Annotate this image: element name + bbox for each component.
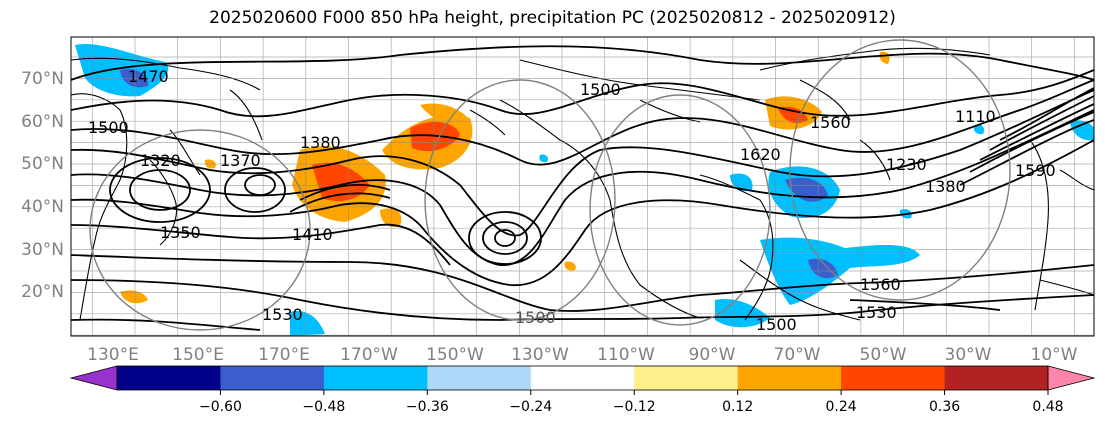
lon-label: 130°E: [87, 345, 139, 365]
colorbar-tick-label: −0.12: [613, 399, 656, 415]
contour-labels: 1470 1500 1320 1350 1370 1380 1410 1560 …: [88, 67, 1056, 334]
lon-label: 170°W: [340, 345, 398, 365]
colorbar-tick-label: 0.36: [929, 399, 960, 415]
contour-label: 1370: [220, 151, 261, 170]
lon-label: 130°W: [511, 345, 569, 365]
colorbar-tick-label: −0.60: [199, 399, 242, 415]
lon-label: 150°W: [426, 345, 484, 365]
contour-label: 1590: [1015, 161, 1056, 180]
colorbar-segment: [427, 366, 532, 390]
colorbar-extend-high: [1047, 365, 1096, 391]
contour-label: 1410: [292, 225, 333, 244]
lat-label: 40°N: [21, 197, 64, 217]
colorbar-tick-label: −0.36: [406, 399, 449, 415]
lon-label: 170°E: [258, 345, 310, 365]
colorbar-segment: [634, 366, 739, 390]
contour-label: 1380: [300, 133, 341, 152]
contour-label: 1530: [856, 303, 897, 322]
lon-label: 110°W: [597, 345, 655, 365]
lat-label: 30°N: [21, 240, 64, 260]
colorbar-extend-low: [69, 365, 118, 391]
colorbar-segment: [117, 366, 221, 390]
map-plot-area: 1470 1500 1320 1350 1370 1380 1410 1560 …: [71, 37, 1094, 336]
colorbar-tick-label: 0.48: [1032, 399, 1063, 415]
lat-label: 70°N: [21, 69, 64, 89]
longitude-labels: 130°E 150°E 170°E 170°W 150°W 130°W 110°…: [87, 345, 1078, 365]
contour-label: 1500: [580, 80, 621, 99]
contour-label: 1320: [140, 151, 181, 170]
contour-label: 1110: [955, 107, 996, 126]
lat-label: 50°N: [21, 154, 64, 174]
colorbar-segment: [944, 366, 1049, 390]
colorbar-segment: [530, 366, 635, 390]
colorbar-tick-label: −0.24: [509, 399, 552, 415]
lon-label: 70°W: [774, 345, 821, 365]
contour-label: 1500: [756, 315, 797, 334]
contour-label: 1620: [740, 145, 781, 164]
lat-label: 20°N: [21, 282, 64, 302]
lon-label: 30°W: [945, 345, 992, 365]
contour-label: 1530: [262, 305, 303, 324]
colorbar-segment: [323, 366, 428, 390]
grid-lines: [71, 37, 1094, 336]
lon-label: 10°W: [1031, 345, 1078, 365]
latitude-labels: 70°N 60°N 50°N 40°N 30°N 20°N: [21, 69, 64, 302]
map-background: [71, 37, 1094, 336]
lon-label: 150°E: [172, 345, 224, 365]
contour-label: 1470: [128, 67, 169, 86]
colorbar-segment: [220, 366, 325, 390]
height-contours: [71, 45, 1094, 331]
contour-label: 1560: [860, 275, 901, 294]
contour-label: 1500: [88, 118, 129, 137]
lon-label: 50°W: [860, 345, 907, 365]
gray-contour-label: 1500: [515, 308, 556, 327]
colorbar-tick-label: 0.24: [826, 399, 857, 415]
lat-label: 60°N: [21, 112, 64, 132]
colorbar-frame: [116, 365, 1049, 391]
contour-label: 1380: [925, 177, 966, 196]
map-frame: [70, 36, 1095, 337]
colorbar-segment: [841, 366, 946, 390]
contour-label: 1560: [810, 113, 851, 132]
gray-contours: [89, 39, 1011, 331]
contour-label: 1350: [160, 223, 201, 242]
colorbar-segment: [737, 366, 842, 390]
contour-label: 1230: [886, 155, 927, 174]
colorbar-tick-label: −0.48: [302, 399, 345, 415]
map-title: 2025020600 F000 850 hPa height, precipit…: [209, 8, 896, 28]
colorbar-tick-label: 0.12: [722, 399, 753, 415]
lon-label: 90°W: [689, 345, 736, 365]
colorbar: −0.60 −0.48 −0.36 −0.24 −0.12 0.12 0.24 0.36 0.4…: [69, 365, 1096, 415]
